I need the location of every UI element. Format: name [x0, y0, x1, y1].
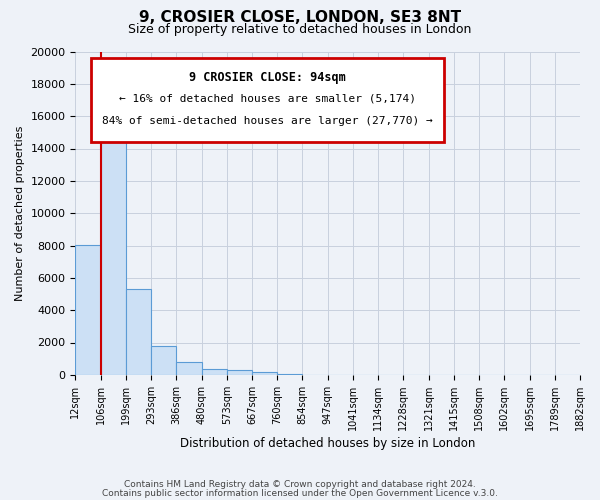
- X-axis label: Distribution of detached houses by size in London: Distribution of detached houses by size …: [180, 437, 475, 450]
- Bar: [176, 362, 202, 375]
- Text: 84% of semi-detached houses are larger (27,770) →: 84% of semi-detached houses are larger (…: [102, 116, 433, 126]
- Text: Size of property relative to detached houses in London: Size of property relative to detached ho…: [128, 22, 472, 36]
- Bar: [227, 370, 252, 375]
- Bar: [126, 289, 151, 375]
- Bar: [151, 346, 176, 375]
- Text: ← 16% of detached houses are smaller (5,174): ← 16% of detached houses are smaller (5,…: [119, 94, 416, 104]
- Bar: [202, 369, 227, 375]
- FancyBboxPatch shape: [91, 58, 444, 142]
- Bar: [252, 372, 277, 375]
- Y-axis label: Number of detached properties: Number of detached properties: [15, 126, 25, 301]
- Text: 9 CROSIER CLOSE: 94sqm: 9 CROSIER CLOSE: 94sqm: [189, 71, 346, 84]
- Bar: [76, 244, 101, 375]
- Bar: [277, 374, 302, 375]
- Text: Contains HM Land Registry data © Crown copyright and database right 2024.: Contains HM Land Registry data © Crown c…: [124, 480, 476, 489]
- Bar: [101, 108, 126, 375]
- Text: Contains public sector information licensed under the Open Government Licence v.: Contains public sector information licen…: [102, 488, 498, 498]
- Text: 9, CROSIER CLOSE, LONDON, SE3 8NT: 9, CROSIER CLOSE, LONDON, SE3 8NT: [139, 10, 461, 25]
